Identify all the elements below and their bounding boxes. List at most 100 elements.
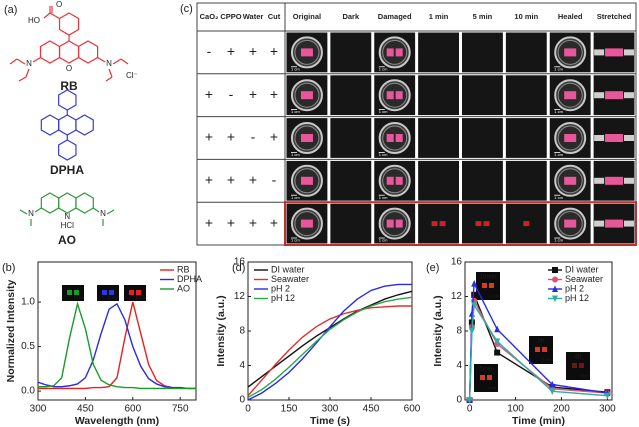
- sample: [564, 48, 577, 57]
- sample: [605, 91, 624, 100]
- ring: [58, 12, 80, 36]
- photo: [462, 118, 503, 158]
- inset-sample: [482, 283, 487, 288]
- marker: [549, 380, 556, 388]
- inset-sample: [109, 290, 114, 295]
- y-axis-title: Normalized Intensity: [5, 280, 17, 383]
- y-tick-label: 0.0: [21, 386, 35, 397]
- y-tick-label: 0.5: [21, 341, 35, 352]
- scale-label: 1 cm: [379, 109, 388, 114]
- sample: [605, 48, 624, 57]
- marker: [466, 397, 473, 404]
- inset-sample: [487, 375, 492, 380]
- glow: [475, 221, 482, 227]
- atom-label: HCl: [61, 221, 75, 230]
- series-line: [468, 303, 608, 401]
- series-line: [37, 302, 196, 390]
- inset-sample: [489, 283, 494, 288]
- photo: [462, 203, 503, 244]
- x-tick-label: 450: [77, 404, 94, 415]
- y-axis-title: Intensity (a.u.): [432, 295, 444, 366]
- sample: [605, 176, 624, 185]
- sample: [300, 134, 313, 142]
- inset-photo: [566, 352, 590, 380]
- legend-label: pH 2: [271, 283, 290, 293]
- bond: [43, 12, 51, 19]
- scale-label: 1 cm: [542, 357, 551, 362]
- condition-sign: +: [249, 214, 257, 230]
- legend-label: Seawater: [271, 274, 309, 284]
- x-tick-label: 600: [124, 404, 141, 415]
- y-tick-label: 0: [239, 395, 245, 406]
- glow: [483, 221, 490, 227]
- inset-label: 1 cm: [73, 295, 83, 300]
- condition-sign: +: [205, 129, 213, 145]
- inset-sample: [67, 290, 72, 295]
- condition-sign: +: [205, 172, 213, 188]
- panel-label: (e): [426, 262, 439, 274]
- condition-sign: -: [207, 43, 212, 59]
- bond: [18, 76, 27, 82]
- series-line: [247, 290, 413, 388]
- sample: [300, 176, 313, 185]
- scale-label: 1 cm: [489, 293, 498, 298]
- sample: [564, 219, 577, 228]
- legend-label: pH 12: [271, 293, 295, 303]
- inset-sample: [579, 363, 584, 368]
- condition-sign: +: [227, 129, 235, 145]
- marker: [468, 328, 475, 335]
- marker: [494, 338, 501, 345]
- x-tick-label: 300: [30, 404, 47, 415]
- marker: [604, 392, 611, 400]
- inset-sample: [572, 363, 577, 368]
- bond: [32, 56, 41, 63]
- sample: [395, 91, 403, 100]
- scale-label: 1 cm: [554, 66, 563, 71]
- bond: [34, 207, 42, 213]
- bond: [16, 58, 26, 65]
- x-tick-label: 100: [507, 404, 524, 415]
- column-header: CPPO: [220, 12, 241, 21]
- column-header: Damaged: [378, 12, 412, 21]
- bond: [92, 207, 100, 213]
- marker: [552, 295, 558, 303]
- scale-label: 1 cm: [579, 373, 588, 378]
- condition-sign: +: [270, 86, 278, 102]
- photo: [462, 75, 503, 116]
- inset-photo: [474, 364, 498, 392]
- legend-label: DPHA: [177, 274, 202, 284]
- ring: [58, 192, 77, 214]
- legend-label: pH 12: [565, 293, 589, 303]
- inset-sample: [535, 347, 540, 352]
- atom-label: N: [64, 212, 70, 221]
- y-tick-label: 4: [456, 360, 462, 371]
- ring: [75, 192, 94, 214]
- clamp: [624, 49, 634, 56]
- glow: [439, 221, 446, 227]
- inset-sample: [102, 290, 107, 295]
- inset-sample: [74, 290, 79, 295]
- series-line: [247, 283, 412, 401]
- x-tick-label: 200: [553, 404, 570, 415]
- y-tick-label: 16: [234, 257, 246, 268]
- condition-sign: +: [205, 86, 213, 102]
- x-tick-label: 300: [322, 404, 339, 415]
- photo: [505, 118, 547, 158]
- inset-photo: [62, 285, 84, 301]
- series-line: [38, 301, 196, 390]
- inset-photo: [529, 336, 553, 364]
- ring: [39, 40, 61, 64]
- inset-sample: [129, 290, 134, 295]
- column-header: Cut: [268, 12, 281, 21]
- clamp: [594, 177, 605, 184]
- y-tick-label: 16: [451, 257, 463, 268]
- scale-label: 1 cm: [379, 195, 388, 200]
- sample: [386, 48, 394, 57]
- photo: [418, 203, 459, 244]
- inset-sample: [542, 347, 547, 352]
- inset-photo: [124, 285, 146, 301]
- condition-sign: +: [270, 214, 278, 230]
- ring: [58, 40, 80, 64]
- condition-sign: +: [249, 43, 257, 59]
- scale-label: 1 cm: [291, 66, 300, 71]
